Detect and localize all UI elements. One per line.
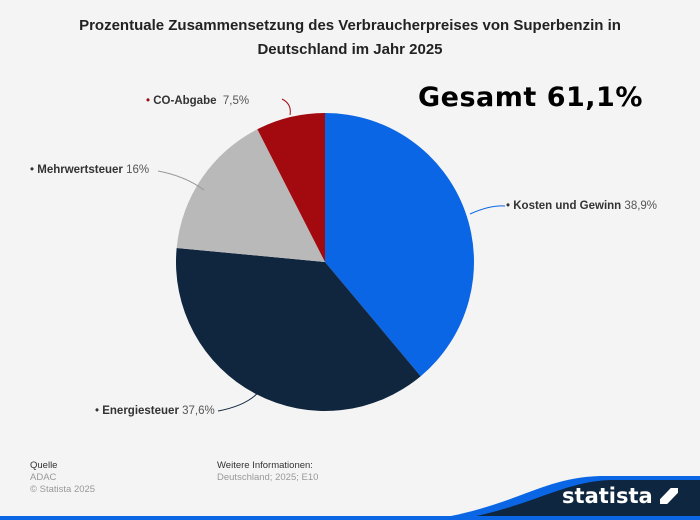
leader-line-kosten xyxy=(469,205,506,215)
chart-title: Prozentuale Zusammensetzung des Verbrauc… xyxy=(0,14,700,62)
total-annotation: Gesamt 61,1% xyxy=(418,82,643,113)
title-line-2: Deutschland im Jahr 2025 xyxy=(257,41,443,58)
logo-text: statista xyxy=(562,484,653,508)
pie-slice-co-abgabe[interactable] xyxy=(257,113,325,262)
footer-bottom-line xyxy=(0,516,700,520)
leader-line-energie xyxy=(217,387,263,412)
leader-line-co xyxy=(281,98,291,116)
info-block: Weitere Informationen: Deutschland; 2025… xyxy=(217,460,318,484)
source-block: Quelle ADAC © Statista 2025 xyxy=(30,460,95,496)
copyright: © Statista 2025 xyxy=(30,484,96,495)
title-line-1: Prozentuale Zusammensetzung des Verbrauc… xyxy=(79,17,621,34)
label-kosten: • Kosten und Gewinn 38,9% xyxy=(506,200,658,212)
footer-band xyxy=(455,480,700,520)
pie-slice-kosten-und-gewinn[interactable] xyxy=(325,113,474,377)
info-heading: Weitere Informationen: xyxy=(217,460,313,471)
label-mwst: • Mehrwertsteuer 16% xyxy=(30,164,150,176)
label-energie: • Energiesteuer 37,6% xyxy=(95,405,215,417)
source-value[interactable]: ADAC xyxy=(30,472,57,483)
info-value: Deutschland; 2025; E10 xyxy=(217,472,319,483)
logo-mark-icon xyxy=(660,488,678,504)
label-co: • CO-Abgabe 7,5% xyxy=(146,95,250,107)
pie-slice-energiesteuer[interactable] xyxy=(176,247,421,411)
source-heading: Quelle xyxy=(30,460,58,471)
leader-line-mwst xyxy=(157,170,205,191)
pie-slice-mehrwertsteuer[interactable] xyxy=(176,129,325,262)
statista-logo[interactable]: statista xyxy=(562,484,678,508)
